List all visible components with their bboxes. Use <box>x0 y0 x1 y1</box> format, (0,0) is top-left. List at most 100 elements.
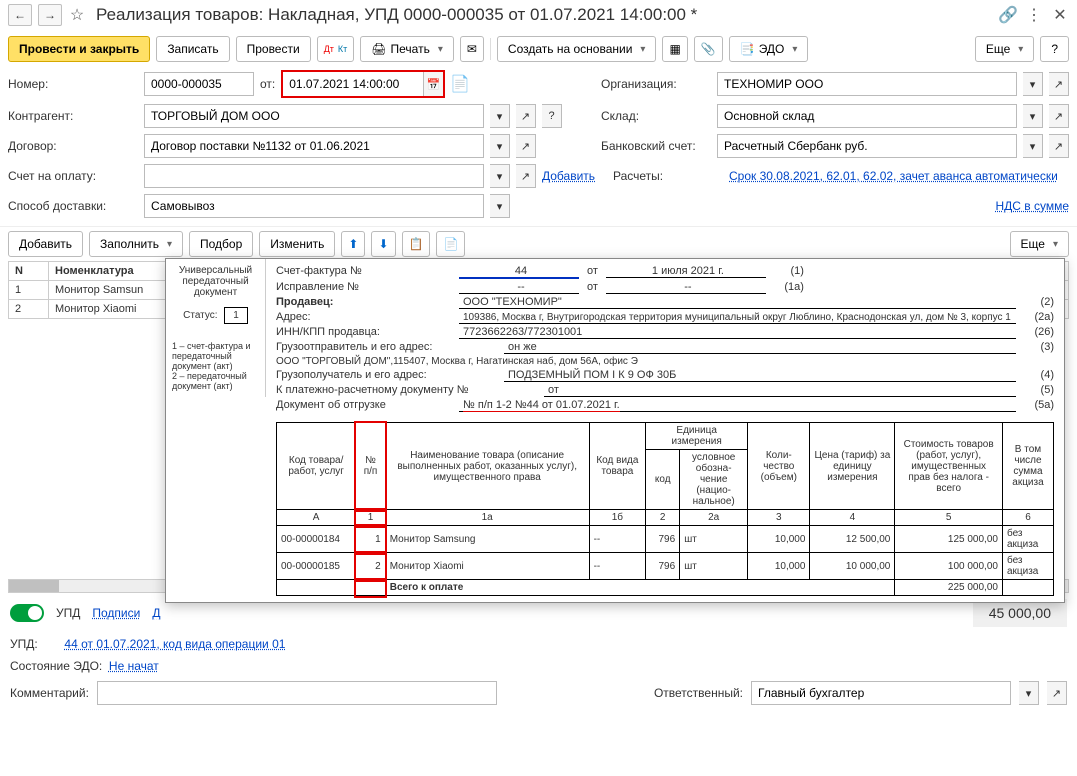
inn: 7723662263/772301001 <box>459 326 1016 339</box>
resp-dd[interactable]: ▾ <box>1019 681 1039 705</box>
select-button[interactable]: Подбор <box>189 231 253 257</box>
up-button[interactable]: ⬆ <box>341 231 365 257</box>
contract-label: Договор: <box>8 139 138 153</box>
refresh-icon[interactable]: 📄 <box>451 75 469 93</box>
addr-label: Адрес: <box>276 311 451 323</box>
more-button[interactable]: Еще <box>975 36 1034 62</box>
wh-input[interactable] <box>717 104 1017 128</box>
comment-input[interactable] <box>97 681 497 705</box>
d-link[interactable]: Д <box>152 606 160 620</box>
edo-state-label: Состояние ЭДО: <box>10 659 102 673</box>
invoice-table: Код товара/ работ, услуг № п/п Наименова… <box>276 422 1054 596</box>
print-label: Печать <box>391 42 430 56</box>
struct-button[interactable]: ▦ <box>662 36 687 62</box>
print-preview-overlay: Универсальный передаточный документ Стат… <box>165 258 1065 603</box>
post-button[interactable]: Провести <box>236 36 311 62</box>
post-close-button[interactable]: Провести и закрыть <box>8 36 150 62</box>
edit-button[interactable]: Изменить <box>259 231 335 257</box>
delivery-label: Способ доставки: <box>8 199 138 213</box>
inv-dd[interactable]: ▾ <box>490 164 510 188</box>
calc-label: Расчеты: <box>613 169 723 183</box>
shipper: он же <box>504 341 1016 354</box>
contr-label: Контрагент: <box>8 109 138 123</box>
status-value: 1 <box>224 307 248 324</box>
sign-link[interactable]: Подписи <box>92 606 140 620</box>
org-input[interactable] <box>717 72 1017 96</box>
contr-dd[interactable]: ▾ <box>490 104 510 128</box>
edo-label: ЭДО <box>759 42 785 56</box>
edo-button[interactable]: 📑 ЭДО <box>729 36 809 62</box>
resp-open[interactable]: ↗ <box>1047 681 1067 705</box>
print-button[interactable]: 🖨 Печать <box>360 36 454 62</box>
dtkt-button[interactable]: ДтКт <box>317 36 355 62</box>
edo-state-link[interactable]: Не начат <box>109 659 159 673</box>
inn-label: ИНН/КПП продавца: <box>276 326 451 338</box>
sf-no: 44 <box>459 265 579 279</box>
number-label: Номер: <box>8 77 138 91</box>
wh-open[interactable]: ↗ <box>1049 104 1069 128</box>
consignee: ПОДЗЕМНЫЙ ПОМ I К 9 ОФ 30Б <box>504 369 1016 382</box>
inv-row: 00-00000185 2 Монитор Xiaomi -- 796 шт 1… <box>277 553 1054 580</box>
attach-button[interactable]: 📎 <box>694 36 723 62</box>
vat-link[interactable]: НДС в сумме <box>995 199 1069 213</box>
more-icon[interactable]: ⋮ <box>1025 6 1043 24</box>
help-button[interactable]: ? <box>1040 36 1069 62</box>
ship-label: Документ об отгрузке <box>276 399 451 411</box>
contract-input[interactable] <box>144 134 484 158</box>
inv-open[interactable]: ↗ <box>516 164 536 188</box>
add-row-button[interactable]: Добавить <box>8 231 83 257</box>
resp-input[interactable] <box>751 681 1011 705</box>
bank-input[interactable] <box>717 134 1017 158</box>
down-button[interactable]: ⬇ <box>371 231 395 257</box>
calc-link[interactable]: Срок 30.08.2021, 62.01, 62.02, зачет ава… <box>729 169 1069 183</box>
comment-label: Комментарий: <box>10 686 89 700</box>
upd-toggle[interactable] <box>10 604 44 622</box>
link-icon[interactable]: 🔗 <box>999 6 1017 24</box>
cor-label: Исправление № <box>276 281 451 293</box>
tab-more-button[interactable]: Еще <box>1010 231 1069 257</box>
org-dd[interactable]: ▾ <box>1023 72 1043 96</box>
del-dd[interactable]: ▾ <box>490 194 510 218</box>
create-based-button[interactable]: Создать на основании <box>497 36 657 62</box>
note1: 1 – счет-фактура и передаточный документ… <box>172 341 259 371</box>
org-open[interactable]: ↗ <box>1049 72 1069 96</box>
close-icon[interactable]: ✕ <box>1051 6 1069 24</box>
calendar-icon[interactable]: 📅 <box>423 72 443 96</box>
contr-open[interactable]: ↗ <box>516 104 536 128</box>
contract-dd[interactable]: ▾ <box>490 134 510 158</box>
date-input[interactable] <box>283 72 423 96</box>
bank-open[interactable]: ↗ <box>1049 134 1069 158</box>
bank-dd[interactable]: ▾ <box>1023 134 1043 158</box>
copy-button[interactable]: 📋 <box>402 231 431 257</box>
star-icon[interactable]: ☆ <box>68 6 86 24</box>
contr-input[interactable] <box>144 104 484 128</box>
fill-button[interactable]: Заполнить <box>89 231 183 257</box>
contr-help[interactable]: ? <box>542 104 562 128</box>
col-n: N <box>9 262 49 281</box>
seller: ООО "ТЕХНОМИР" <box>459 296 1016 309</box>
pay: от <box>544 384 1016 397</box>
paste-button[interactable]: 📄 <box>436 231 465 257</box>
contract-open[interactable]: ↗ <box>516 134 536 158</box>
write-button[interactable]: Записать <box>156 36 229 62</box>
amount: 45 000,00 <box>973 599 1067 627</box>
resp-label: Ответственный: <box>654 686 743 700</box>
upd-link[interactable]: 44 от 01.07.2021, код вида операции 01 <box>64 637 285 651</box>
status-label: Статус: <box>183 310 217 321</box>
invoice-label: Счет на оплату: <box>8 169 138 183</box>
cons-label: Грузополучатель и его адрес: <box>276 369 496 381</box>
forward-button[interactable]: → <box>38 4 62 26</box>
addr: 109386, Москва г, Внутригородская террит… <box>459 312 1016 324</box>
sf-date: 1 июля 2021 г. <box>606 265 766 278</box>
delivery-input[interactable] <box>144 194 484 218</box>
ov-title: Универсальный передаточный документ <box>172 265 259 298</box>
number-input[interactable] <box>144 72 254 96</box>
wh-dd[interactable]: ▾ <box>1023 104 1043 128</box>
from-label: от: <box>260 77 275 91</box>
note2: 2 – передаточный документ (акт) <box>172 371 259 391</box>
back-button[interactable]: ← <box>8 4 32 26</box>
add-invoice-link[interactable]: Добавить <box>542 169 595 183</box>
invoice-input[interactable] <box>144 164 484 188</box>
mail-button[interactable]: ✉ <box>460 36 484 62</box>
sf-label: Счет-фактура № <box>276 265 451 277</box>
